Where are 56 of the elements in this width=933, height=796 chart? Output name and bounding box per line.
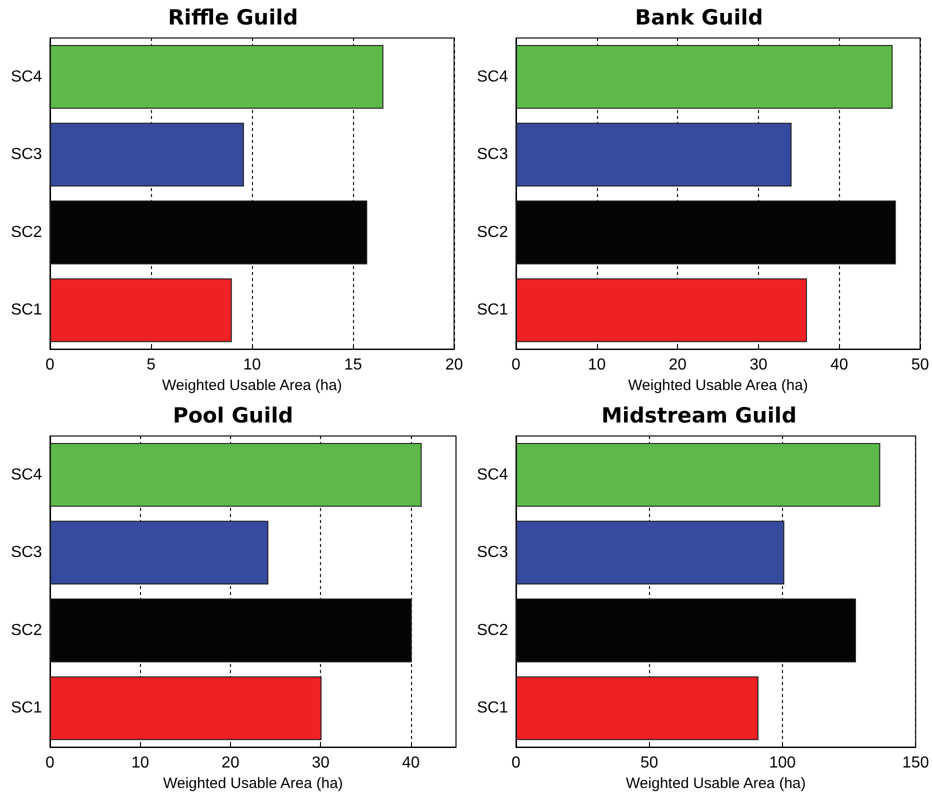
x-tick-label: 10 — [588, 356, 606, 374]
y-tick-label: SC3 — [476, 146, 508, 164]
x-tick-label: 150 — [902, 754, 930, 772]
x-tick-label: 10 — [243, 356, 262, 374]
x-tick-label: 100 — [769, 754, 796, 772]
bar — [516, 676, 758, 740]
y-tick-label: SC4 — [476, 68, 508, 86]
bar — [516, 443, 880, 507]
y-tick-label: SC3 — [476, 544, 508, 562]
x-tick-label: 5 — [146, 356, 156, 374]
y-tick-label: SC2 — [10, 622, 42, 639]
x-tick-label: 30 — [312, 754, 330, 772]
bar — [50, 278, 232, 342]
y-tick-label: SC1 — [10, 700, 42, 717]
x-tick-label: 30 — [750, 356, 768, 374]
y-tick-label: SC2 — [10, 224, 42, 241]
chart-title: Riffle Guild — [168, 6, 298, 30]
x-axis-title: Weighted Usable Area (ha) — [626, 775, 806, 792]
y-tick-label: SC3 — [10, 146, 42, 164]
y-tick-label: SC1 — [476, 302, 508, 319]
y-tick-label: SC1 — [476, 700, 508, 717]
y-tick-label: SC1 — [10, 302, 42, 319]
x-tick-label: 50 — [911, 356, 930, 374]
chart-title: Bank Guild — [634, 6, 764, 30]
x-tick-label: 20 — [445, 356, 464, 374]
x-tick-label: 40 — [402, 754, 420, 772]
chart-title: Pool Guild — [172, 404, 294, 428]
x-axis-title: Weighted Usable Area (ha) — [163, 775, 343, 792]
bar — [50, 443, 422, 507]
x-tick-label: 40 — [830, 356, 848, 374]
bar — [50, 45, 384, 109]
y-tick-label: SC4 — [476, 466, 508, 484]
bar — [50, 122, 244, 187]
x-tick-label: 0 — [46, 356, 55, 374]
bar — [516, 122, 792, 187]
x-tick-label: 0 — [512, 356, 521, 374]
x-tick-label: 50 — [640, 754, 658, 772]
x-tick-label: 20 — [222, 754, 240, 772]
y-tick-label: SC4 — [10, 466, 42, 484]
chart-title: Midstream Guild — [601, 404, 797, 428]
bar — [50, 520, 268, 585]
x-tick-label: 0 — [46, 754, 55, 772]
bar — [516, 278, 807, 342]
bar — [516, 45, 893, 109]
x-tick-label: 10 — [131, 754, 150, 772]
x-axis-title: Weighted Usable Area (ha) — [628, 377, 808, 394]
bar — [50, 676, 322, 740]
y-tick-label: SC4 — [10, 68, 42, 86]
y-tick-label: SC3 — [10, 544, 42, 562]
y-tick-label: SC2 — [476, 622, 508, 639]
bar — [516, 520, 784, 585]
x-tick-label: 15 — [344, 356, 362, 374]
x-axis-title: Weighted Usable Area (ha) — [162, 377, 342, 394]
y-tick-label: SC2 — [476, 224, 508, 241]
x-tick-label: 20 — [668, 356, 687, 374]
x-tick-label: 0 — [512, 754, 521, 772]
